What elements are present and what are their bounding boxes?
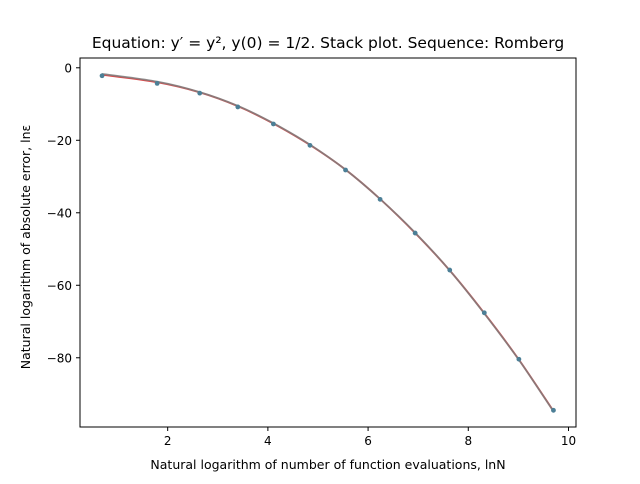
- plot-background: [80, 58, 576, 427]
- y-tick-label-0: 0: [64, 61, 72, 75]
- series-0-point-12: [551, 407, 556, 413]
- plot-area: [80, 58, 576, 427]
- series-0-point-7: [377, 196, 383, 202]
- y-tick-label-4: −80: [47, 351, 72, 365]
- y-tick-label-1: −20: [47, 134, 72, 148]
- axes-frame: [79, 57, 577, 428]
- axes: 2 4 6 8 10 0 −20 −40 −60 −80: [47, 57, 577, 448]
- series-0-point-2: [197, 90, 203, 96]
- y-axis-label: Natural logarithm of absolute error, lnε: [18, 125, 33, 369]
- x-tick-label-3: 8: [464, 434, 472, 448]
- series-0-point-4: [270, 121, 276, 127]
- series-0-point-10: [481, 310, 487, 316]
- series-0-point-9: [447, 267, 453, 273]
- series-0-point-5: [307, 142, 313, 148]
- x-tick-label-1: 4: [264, 434, 272, 448]
- series-0-point-8: [412, 230, 418, 236]
- y-tick-label-3: −60: [47, 279, 72, 293]
- series-0-point-6: [343, 167, 348, 173]
- x-tick-label-0: 2: [164, 434, 172, 448]
- x-tick-label-2: 6: [364, 434, 372, 448]
- x-tick-label-4: 10: [561, 434, 576, 448]
- chart-title: Equation: y′ = y², y(0) = 1/2. Stack plo…: [92, 34, 564, 52]
- series-0-point-3: [235, 104, 241, 110]
- y-tick-label-2: −40: [47, 206, 72, 220]
- x-axis-label: Natural logarithm of number of function …: [150, 457, 505, 472]
- series-0-point-0: [99, 73, 105, 79]
- series-0-point-11: [516, 356, 522, 362]
- series-0-point-1: [154, 80, 160, 86]
